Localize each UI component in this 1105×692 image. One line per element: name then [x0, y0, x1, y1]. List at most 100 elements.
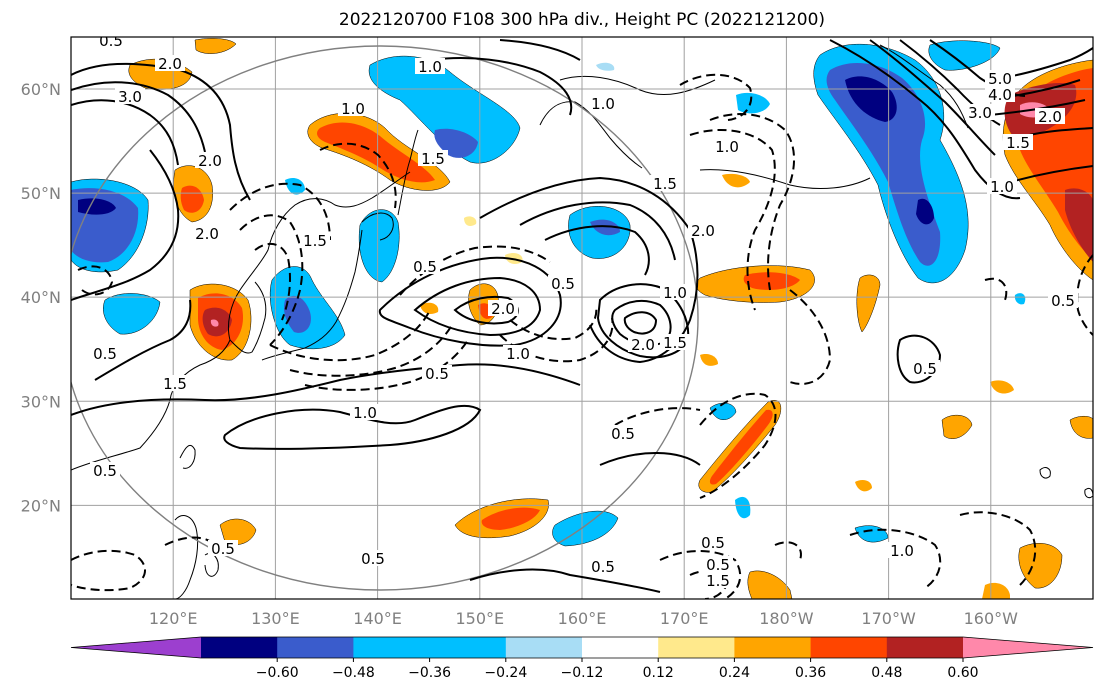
neg-region-pacific-sub8: [1014, 293, 1026, 305]
figure-title: 2022120700 F108 300 hPa div., Height PC …: [339, 10, 825, 30]
contour-label: 2.0: [195, 152, 225, 170]
contour-label: 0.5: [703, 556, 733, 574]
contour-label: 0.5: [588, 558, 618, 576]
pos-region-east-core2: [1065, 188, 1093, 262]
contour-label: 1.0: [415, 58, 445, 76]
colorbar: −0.60 −0.48 −0.36 −0.24 −0.12 0.12 0.24 0.36 0.4…: [70, 636, 1094, 681]
graticule: [71, 37, 1093, 599]
coastline-aleutians: [699, 169, 871, 189]
pos-region-west-upper-core: [180, 185, 204, 213]
contour-neg-tropic-1: [71, 549, 146, 592]
contour-neg-jp-1: [239, 214, 304, 346]
neg-region-sakhalin: [358, 209, 400, 283]
lon-tick-label: 120°E: [149, 609, 198, 628]
contour-label: 2.0: [1035, 108, 1065, 126]
svg-text:0.5: 0.5: [591, 558, 615, 576]
coastline-japan-honshu: [261, 229, 363, 361]
neg-region-alaska-core: [845, 76, 897, 122]
pos-region-sm11: [700, 354, 718, 366]
colorbar-bin: [658, 637, 735, 658]
contour-label: 1.5: [660, 334, 690, 352]
contour-neg-diag-2: [614, 407, 701, 426]
svg-text:0.5: 0.5: [913, 360, 937, 378]
svg-text:0.5: 0.5: [361, 550, 385, 568]
contour-label: 0.5: [422, 365, 452, 383]
neg-region-pacific-sub7: [596, 62, 615, 71]
svg-text:1.5: 1.5: [706, 572, 730, 590]
contour-neg-tropic-4: [689, 569, 730, 599]
colorbar-bin: [810, 637, 888, 658]
lon-tick-label: 140°E: [353, 609, 402, 628]
contour-label: 2.0: [192, 225, 222, 243]
neg-region-pacific-sub3: [709, 402, 737, 420]
svg-text:1.0: 1.0: [418, 58, 442, 76]
lon-tick-label: 130°E: [251, 609, 300, 628]
svg-text:4.0: 4.0: [988, 86, 1012, 104]
contour-pos-nw-pac-2: [519, 201, 676, 261]
coastline-sakhalin: [397, 129, 419, 216]
contour-pos-center-2: [413, 276, 542, 337]
contour-label: 1.5: [650, 175, 680, 193]
svg-text:0.5: 0.5: [93, 462, 117, 480]
svg-text:0.5: 0.5: [706, 556, 730, 574]
contour-neg-tropic-5: [849, 528, 942, 589]
svg-text:1.5: 1.5: [653, 175, 677, 193]
height-contours-negative: [71, 73, 1093, 599]
svg-text:0.5: 0.5: [425, 365, 449, 383]
svg-text:1.5: 1.5: [421, 150, 445, 168]
contour-pos-tropical-2: [599, 452, 701, 466]
colorbar-tick-label: −0.36: [408, 665, 451, 681]
contour-neg-south-jp-3: [304, 339, 469, 391]
svg-text:1.0: 1.0: [591, 95, 615, 113]
contour-label: 2.0: [628, 336, 658, 354]
colorbar-bin: [734, 637, 812, 658]
svg-text:1.0: 1.0: [890, 542, 914, 560]
map-panel: 0.5 3.0 2.0 1.0 1.0 1.0 1.0 1.5 2.0 1.0 …: [71, 37, 1093, 599]
pos-region-sm3: [1069, 416, 1093, 439]
contour-label: 1.5: [300, 232, 330, 250]
colorbar-tick-label: 0.36: [795, 665, 826, 681]
contour-label: 3.0: [115, 88, 145, 106]
contour-label: 1.0: [887, 542, 917, 560]
coastline-japan-hokkaido: [361, 212, 394, 241]
neg-region-pacific-sub6: [735, 496, 751, 519]
lat-tick-labels: 20°N 30°N 40°N 50°N 60°N: [21, 80, 61, 515]
contour-neg-central-1: [399, 245, 551, 296]
neg-region-pacific-sub5: [285, 178, 305, 195]
contour-pos-okhotsk-2: [499, 39, 581, 61]
coastline-hawaii: [1039, 467, 1051, 479]
contour-pos-tropical: [469, 568, 661, 593]
neg-region-alaska-core2: [916, 198, 934, 225]
contour-label: 1.0: [712, 138, 742, 156]
contour-label: 0.5: [548, 275, 578, 293]
contour-pos-west-5: [94, 299, 192, 381]
pos-region-sm12: [420, 302, 439, 314]
svg-text:2.0: 2.0: [491, 300, 515, 318]
neg-region-north-pacific-core: [590, 219, 620, 236]
contour-pos-alaska-2: [869, 39, 996, 156]
svg-text:0.5: 0.5: [211, 540, 235, 558]
pos-region-sm5: [1018, 543, 1063, 589]
contour-neg-tropic-6: [959, 511, 1037, 586]
svg-text:2.0: 2.0: [195, 225, 219, 243]
contour-label: 2.0: [155, 55, 185, 73]
contour-neg-jp-3: [229, 182, 331, 241]
contour-label: 1.0: [660, 284, 690, 302]
pos-region-sm14: [464, 216, 477, 226]
svg-text:1.0: 1.0: [506, 345, 530, 363]
colorbar-bin: [277, 637, 354, 658]
contour-pos-center-1: [378, 256, 562, 347]
contour-neg-south-jp-1: [269, 309, 431, 362]
pos-region-sm6: [747, 570, 793, 599]
svg-text:1.0: 1.0: [715, 138, 739, 156]
lon-tick-label: 180°W: [759, 609, 814, 628]
svg-text:0.5: 0.5: [413, 258, 437, 276]
colorbar-tick-label: −0.48: [332, 665, 375, 681]
contour-label: 0.5: [910, 360, 940, 378]
colorbar-tick-label: 0.48: [871, 665, 902, 681]
contour-label: 3.0: [965, 104, 995, 122]
contour-label: 0.5: [90, 345, 120, 363]
contour-label: 0.5: [608, 425, 638, 443]
neg-region-alaska-mid: [826, 63, 941, 266]
